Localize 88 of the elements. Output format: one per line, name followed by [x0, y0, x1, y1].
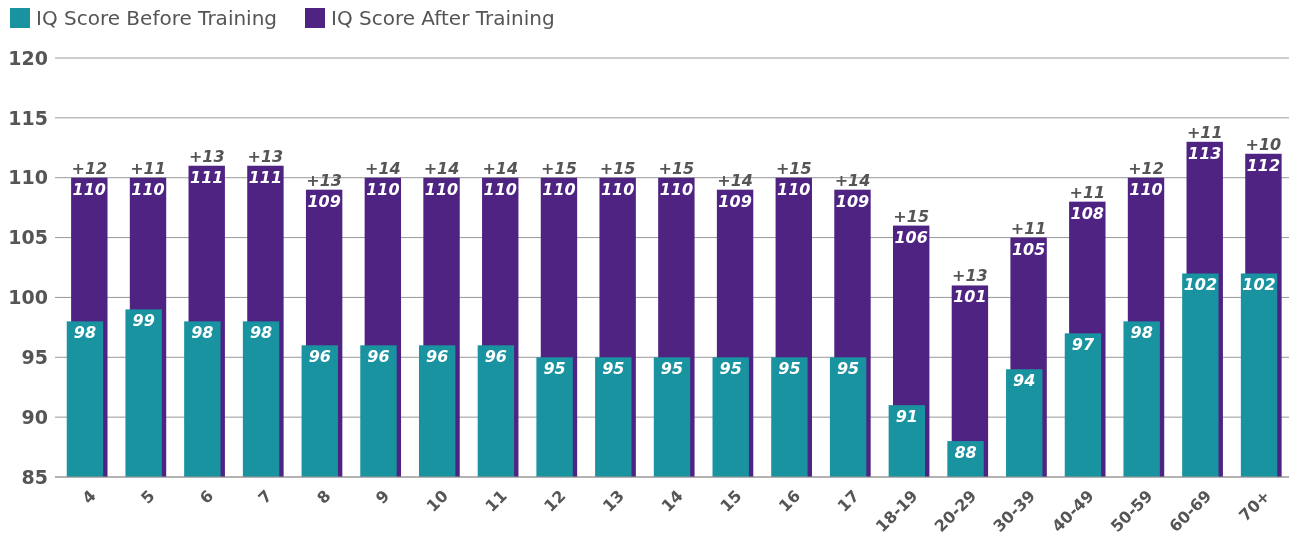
data-label: 113: [1188, 143, 1222, 163]
x-tick-label: 9: [371, 486, 394, 508]
annotation: +12: [71, 158, 108, 178]
data-label: 110: [1129, 179, 1163, 199]
x-tick-label: 12: [540, 486, 570, 516]
data-label: 109: [835, 191, 870, 211]
data-label: 96: [367, 347, 390, 367]
data-label: 110: [542, 179, 576, 199]
data-label: 110: [600, 179, 635, 199]
annotation: +13: [306, 170, 342, 190]
data-label: 94: [1013, 371, 1036, 391]
data-label: 102: [1242, 275, 1276, 295]
annotation: +15: [599, 158, 636, 178]
data-label: 108: [1070, 203, 1105, 223]
data-label: 95: [543, 359, 566, 379]
annotation: +12: [1128, 158, 1164, 178]
x-tick-label: 70+: [1235, 486, 1274, 525]
x-tick-label: 15: [716, 486, 746, 516]
x-tick-label: 10: [422, 486, 452, 516]
data-label: 95: [778, 359, 801, 379]
data-label: 98: [73, 323, 97, 343]
y-tick-label: 120: [8, 46, 48, 69]
data-label: 98: [1130, 323, 1153, 343]
annotation: +11: [1069, 182, 1106, 202]
data-label: 97: [1071, 335, 1095, 355]
data-label: 105: [1011, 239, 1046, 259]
legend-label: IQ Score After Training: [331, 6, 555, 30]
annotation: +15: [541, 158, 577, 178]
annotation: +14: [482, 158, 519, 178]
x-tick-label: 11: [481, 486, 511, 516]
annotation: +15: [893, 206, 930, 226]
y-tick-label: 100: [8, 286, 48, 309]
data-label: 96: [308, 347, 331, 367]
legend-label: IQ Score Before Training: [36, 6, 278, 30]
x-tick-label: 6: [195, 486, 218, 508]
y-tick-label: 110: [8, 166, 48, 189]
annotation: +11: [1186, 122, 1223, 142]
data-label: 111: [190, 167, 224, 187]
data-label: 96: [426, 347, 449, 367]
annotation: +14: [834, 170, 871, 190]
x-tick-label: 16: [774, 486, 805, 516]
x-tick-label: 13: [598, 486, 629, 516]
y-tick-label: 85: [21, 465, 48, 488]
data-label: 110: [131, 179, 165, 199]
data-label: 91: [895, 407, 918, 427]
data-label: 106: [894, 227, 928, 247]
data-label: 95: [719, 359, 742, 379]
data-label: 99: [132, 311, 155, 331]
annotation: +13: [247, 146, 284, 166]
data-label: 110: [72, 179, 107, 199]
annotation: +15: [658, 158, 695, 178]
data-label: 110: [777, 179, 811, 199]
data-label: 102: [1183, 275, 1218, 295]
annotation: +13: [952, 266, 988, 286]
y-tick-label: 115: [8, 106, 48, 129]
x-tick-label: 7: [254, 486, 276, 508]
data-label: 111: [248, 167, 283, 187]
data-label: 110: [424, 179, 459, 199]
data-label: 109: [718, 191, 752, 211]
annotation: +14: [423, 158, 460, 178]
annotation: +14: [717, 170, 753, 190]
data-label: 95: [836, 359, 860, 379]
data-label: 98: [191, 323, 214, 343]
data-label: 110: [659, 179, 694, 199]
annotation: +10: [1245, 134, 1282, 154]
data-label: 88: [954, 443, 977, 463]
annotation: +11: [130, 158, 166, 178]
y-tick-label: 105: [8, 226, 48, 249]
y-tick-label: 90: [21, 405, 48, 428]
x-tick-label: 17: [833, 486, 863, 516]
annotation: +14: [365, 158, 401, 178]
data-label: 96: [484, 347, 508, 367]
x-tick-label: 14: [657, 486, 687, 516]
x-tick-label: 8: [313, 486, 335, 508]
x-tick-label: 5: [137, 486, 159, 508]
data-label: 110: [483, 179, 517, 199]
x-tick-label: 4: [78, 486, 100, 508]
data-label: 98: [249, 323, 273, 343]
data-label: 101: [953, 287, 987, 307]
data-label: 112: [1246, 155, 1281, 175]
annotation: +13: [188, 146, 225, 166]
y-tick-label: 95: [21, 345, 48, 368]
data-label: 109: [307, 191, 341, 211]
annotation: +15: [775, 158, 812, 178]
data-label: 95: [660, 359, 684, 379]
data-label: 95: [602, 359, 625, 379]
annotation: +11: [1010, 218, 1047, 238]
data-label: 110: [366, 179, 400, 199]
